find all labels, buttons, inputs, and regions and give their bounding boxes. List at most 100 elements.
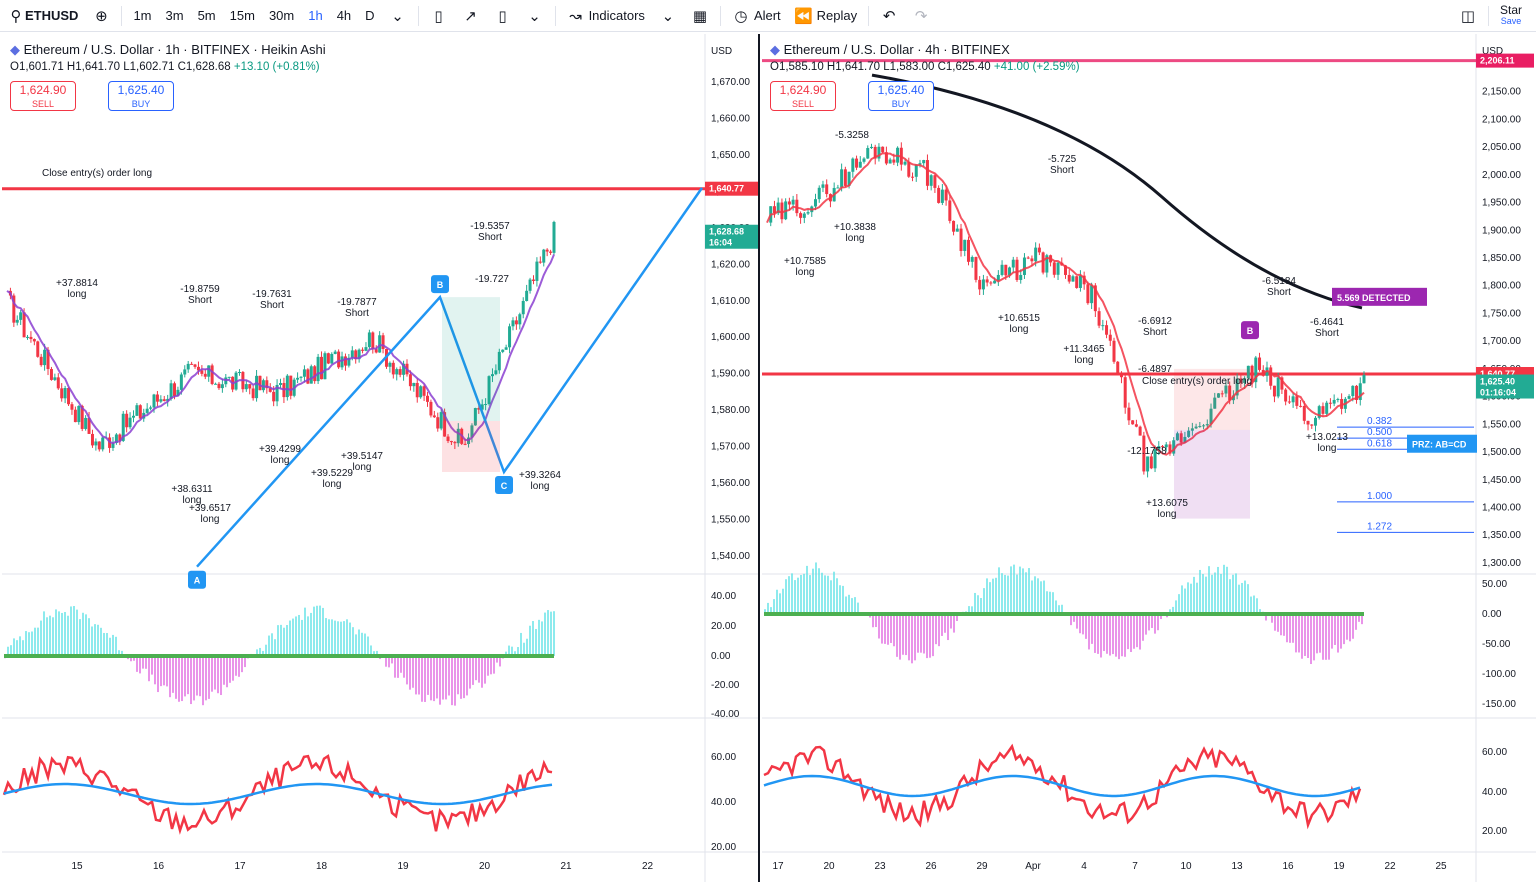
bar-style-button[interactable]: ▯ bbox=[423, 0, 455, 32]
oscillator-bar bbox=[809, 575, 811, 614]
oscillator-bar bbox=[28, 632, 30, 656]
buy-button[interactable]: 1,625.40 BUY bbox=[868, 81, 934, 111]
compare-button[interactable]: ⊕ bbox=[85, 0, 117, 32]
symbol-search[interactable]: ⚲ ETHUSD bbox=[0, 0, 85, 32]
chart-title-1h[interactable]: ◆ Ethereum / U.S. Dollar · 1h · BITFINEX… bbox=[10, 42, 326, 58]
oscillator-bar bbox=[148, 656, 150, 682]
candle-body bbox=[22, 312, 26, 338]
candle-body bbox=[843, 169, 847, 186]
oscillator-bar bbox=[773, 599, 775, 614]
oscillator-bar bbox=[1106, 614, 1108, 654]
candle-body bbox=[210, 365, 214, 384]
interval-5m[interactable]: 5m bbox=[197, 8, 216, 23]
signal-value-label: -5.3258 bbox=[835, 130, 869, 141]
undo-button[interactable]: ↶ bbox=[873, 0, 905, 32]
oscillator-bar bbox=[1040, 581, 1042, 614]
interval-1m[interactable]: 1m bbox=[133, 8, 152, 23]
oscillator-bar bbox=[511, 646, 513, 656]
candle-body bbox=[398, 369, 402, 375]
oscillator-bar bbox=[851, 598, 853, 614]
oscillator-bar bbox=[914, 614, 916, 661]
candle-body bbox=[1168, 444, 1172, 454]
price-tick-label: 1,700.00 bbox=[1482, 336, 1521, 347]
sell-button[interactable]: 1,624.90 SELL bbox=[10, 81, 76, 111]
oscillator-tick-label: -20.00 bbox=[711, 680, 740, 691]
alert-label: Alert bbox=[753, 8, 781, 23]
price-tick-label: 2,100.00 bbox=[1482, 114, 1521, 125]
oscillator-bar bbox=[448, 656, 450, 696]
signal-value-label: -19.5357 bbox=[470, 221, 510, 232]
oscillator-bar bbox=[292, 618, 294, 656]
star-save-button[interactable]: Star Save bbox=[1493, 0, 1536, 32]
oscillator-bar bbox=[791, 573, 793, 614]
alert-button[interactable]: ◷ Alert bbox=[725, 0, 788, 32]
sell-button[interactable]: 1,624.90 SELL bbox=[770, 81, 836, 111]
candle-body bbox=[480, 404, 484, 410]
interval-4h[interactable]: 4h bbox=[336, 8, 352, 23]
oscillator-bar bbox=[322, 607, 324, 656]
candle-body bbox=[337, 351, 341, 368]
oscillator-bar bbox=[286, 625, 288, 656]
candle-body bbox=[1198, 426, 1202, 428]
candle-body bbox=[446, 436, 450, 442]
oscillator-bar bbox=[1289, 614, 1291, 643]
candle-body bbox=[881, 146, 885, 153]
replay-button[interactable]: ⏪ Replay bbox=[788, 0, 864, 32]
chart-title-4h[interactable]: ◆ Ethereum / U.S. Dollar · 4h · BITFINEX bbox=[770, 42, 1080, 58]
price-tick-label: 1,610.00 bbox=[711, 296, 750, 307]
oscillator-bar bbox=[16, 640, 18, 656]
interval-3m[interactable]: 3m bbox=[165, 8, 184, 23]
heikin-style-button[interactable]: ▯ bbox=[487, 0, 519, 32]
line-style-button[interactable]: ↗ bbox=[455, 0, 487, 32]
oscillator-bar bbox=[995, 577, 997, 614]
layout-split-button[interactable]: ◫ bbox=[1452, 0, 1484, 32]
ohlc-values-1h: O1,601.71 H1,641.70 L1,602.71 C1,628.68 … bbox=[10, 61, 326, 73]
candle-body bbox=[1205, 424, 1209, 426]
candle-body bbox=[1287, 401, 1291, 403]
candle-body bbox=[974, 257, 978, 280]
last-price-text: 1,625.40 bbox=[1480, 377, 1515, 387]
interval-30m[interactable]: 30m bbox=[268, 8, 295, 23]
date-tick-label: 20 bbox=[823, 861, 835, 872]
candle-body bbox=[378, 335, 382, 353]
oscillator-tick-label: -50.00 bbox=[1482, 639, 1511, 650]
interval-d[interactable]: D bbox=[365, 8, 375, 23]
buy-button[interactable]: 1,625.40 BUY bbox=[108, 81, 174, 111]
layout-button[interactable]: ▦ bbox=[684, 0, 716, 32]
chart-canvas-1h[interactable]: USD1,670.001,660.001,650.001,640.001,630… bbox=[2, 34, 760, 882]
candle-body bbox=[806, 212, 810, 214]
candle-body bbox=[186, 363, 190, 370]
candle-body bbox=[1351, 385, 1355, 397]
style-dropdown[interactable]: ⌄ bbox=[519, 0, 551, 32]
candle-body bbox=[511, 320, 515, 327]
indicators-dropdown[interactable]: ⌄ bbox=[652, 0, 684, 32]
indicators-button[interactable]: ↝ Indicators bbox=[560, 0, 652, 32]
oscillator-bar bbox=[208, 656, 210, 699]
oscillator-bar bbox=[355, 634, 357, 656]
candle-body bbox=[1325, 402, 1329, 414]
oscillator-bar bbox=[367, 636, 369, 656]
interval-15m[interactable]: 15m bbox=[229, 8, 255, 23]
interval-dropdown[interactable]: ⌄ bbox=[382, 0, 414, 32]
chart-pane-1h[interactable]: USD1,670.001,660.001,650.001,640.001,630… bbox=[2, 34, 760, 882]
candle-body bbox=[1075, 276, 1079, 288]
candle-body bbox=[1179, 433, 1183, 443]
chart-pane-4h[interactable]: USD 2,150.00 2,100.00 2,050.00 2,000.00 1,950… bbox=[762, 34, 1536, 882]
sell-label: SELL bbox=[791, 99, 815, 109]
oscillator-bar bbox=[436, 656, 438, 699]
interval-1h[interactable]: 1h bbox=[308, 8, 323, 23]
grid-icon: ▦ bbox=[692, 7, 708, 25]
oscillator-bar bbox=[845, 596, 847, 614]
moving-average-line bbox=[766, 152, 1365, 456]
signal-value-label: Close entry(s) order long bbox=[42, 168, 152, 179]
candle-body bbox=[395, 369, 399, 375]
candle-body bbox=[1131, 420, 1135, 425]
signal-direction-label: long bbox=[271, 455, 290, 466]
candle-body bbox=[285, 375, 289, 398]
redo-button[interactable]: ↷ bbox=[905, 0, 937, 32]
price-tick-label: 1,350.00 bbox=[1482, 530, 1521, 541]
oscillator-bar bbox=[37, 627, 39, 656]
oscillator-bar bbox=[1055, 600, 1057, 614]
candle-body bbox=[1231, 395, 1235, 401]
chart-canvas-4h[interactable]: USD 2,150.00 2,100.00 2,050.00 2,000.00 1,950… bbox=[762, 34, 1536, 882]
